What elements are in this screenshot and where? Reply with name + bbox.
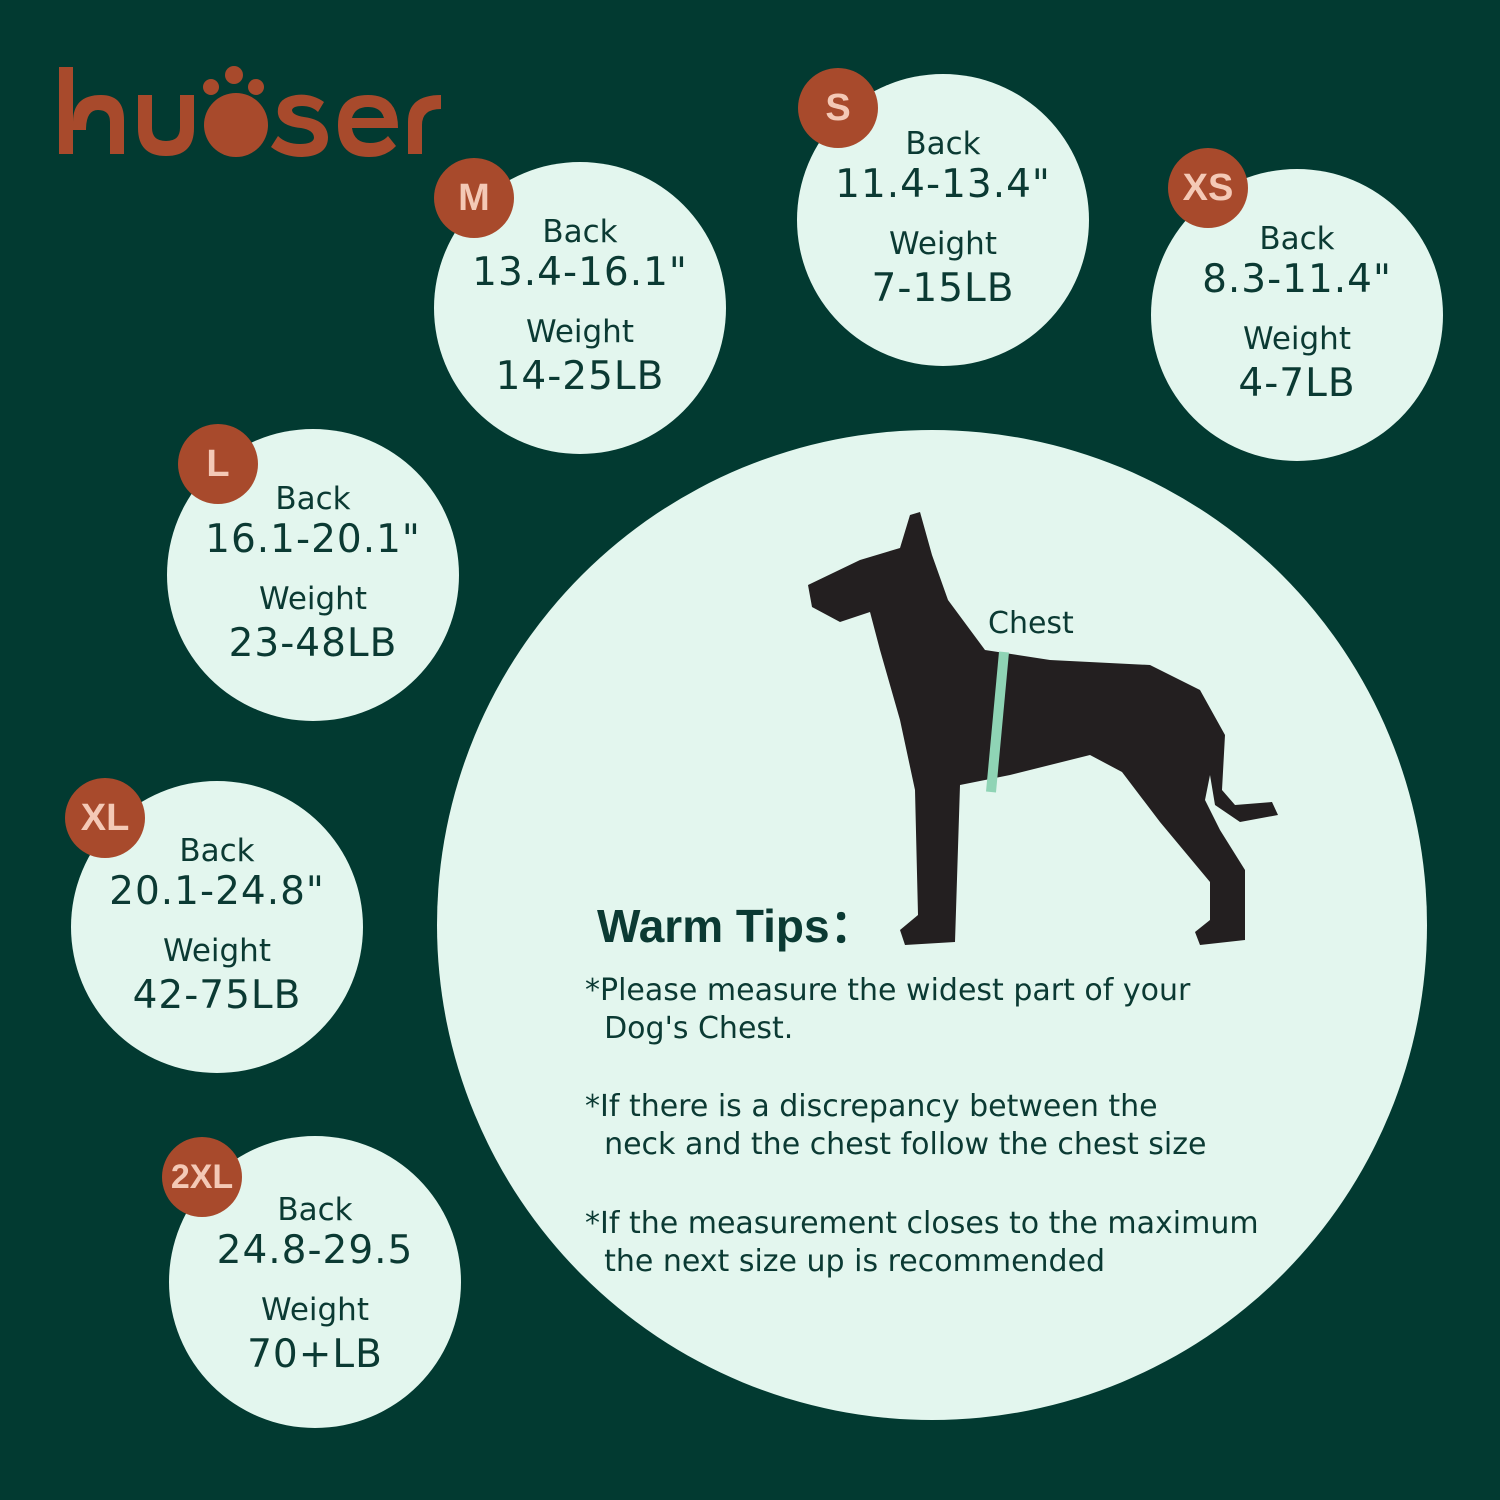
weight-label: Weight bbox=[1242, 321, 1351, 357]
back-value: 24.8-29.5 bbox=[216, 1228, 414, 1273]
back-value: 16.1-20.1" bbox=[205, 517, 421, 562]
back-label: Back bbox=[179, 833, 255, 869]
tips-title: Warm Tips： bbox=[597, 900, 876, 952]
weight-label: Weight bbox=[525, 314, 634, 350]
back-label: Back bbox=[277, 1192, 353, 1228]
size-badge-xl: XL bbox=[65, 778, 145, 858]
weight-value: 14-25LB bbox=[495, 354, 665, 399]
size-badge-l: L bbox=[178, 424, 258, 504]
weight-label: Weight bbox=[258, 581, 367, 617]
back-label: Back bbox=[905, 126, 981, 162]
tip-item: *If there is a discrepancy between the n… bbox=[585, 1089, 1207, 1162]
weight-value: 4-7LB bbox=[1238, 361, 1356, 406]
size-badge-m: M bbox=[434, 158, 514, 238]
back-value: 20.1-24.8" bbox=[109, 869, 325, 914]
back-label: Back bbox=[1259, 221, 1335, 257]
weight-label: Weight bbox=[260, 1292, 369, 1328]
size-badge-xs: XS bbox=[1168, 148, 1248, 228]
tip-item: *Please measure the widest part of your … bbox=[585, 973, 1191, 1046]
kuoser-logo bbox=[59, 66, 441, 157]
back-value: 8.3-11.4" bbox=[1202, 257, 1392, 302]
weight-value: 23-48LB bbox=[228, 621, 398, 666]
back-value: 13.4-16.1" bbox=[472, 250, 688, 295]
size-card-s: Back 11.4-13.4" Weight 7-15LB bbox=[797, 74, 1089, 366]
weight-value: 42-75LB bbox=[132, 973, 302, 1018]
back-label: Back bbox=[275, 481, 351, 517]
weight-label: Weight bbox=[162, 933, 271, 969]
weight-label: Weight bbox=[888, 226, 997, 262]
measuring-tape-icon bbox=[986, 651, 1009, 793]
size-badge-s: S bbox=[798, 68, 878, 148]
weight-value: 7-15LB bbox=[871, 266, 1015, 311]
back-value: 11.4-13.4" bbox=[835, 162, 1051, 207]
tip-item: *If the measurement closes to the maximu… bbox=[585, 1206, 1259, 1279]
size-badge-2xl: 2XL bbox=[162, 1137, 242, 1217]
weight-value: 70+LB bbox=[247, 1332, 383, 1377]
back-label: Back bbox=[542, 214, 618, 250]
chest-label: Chest bbox=[988, 606, 1074, 641]
